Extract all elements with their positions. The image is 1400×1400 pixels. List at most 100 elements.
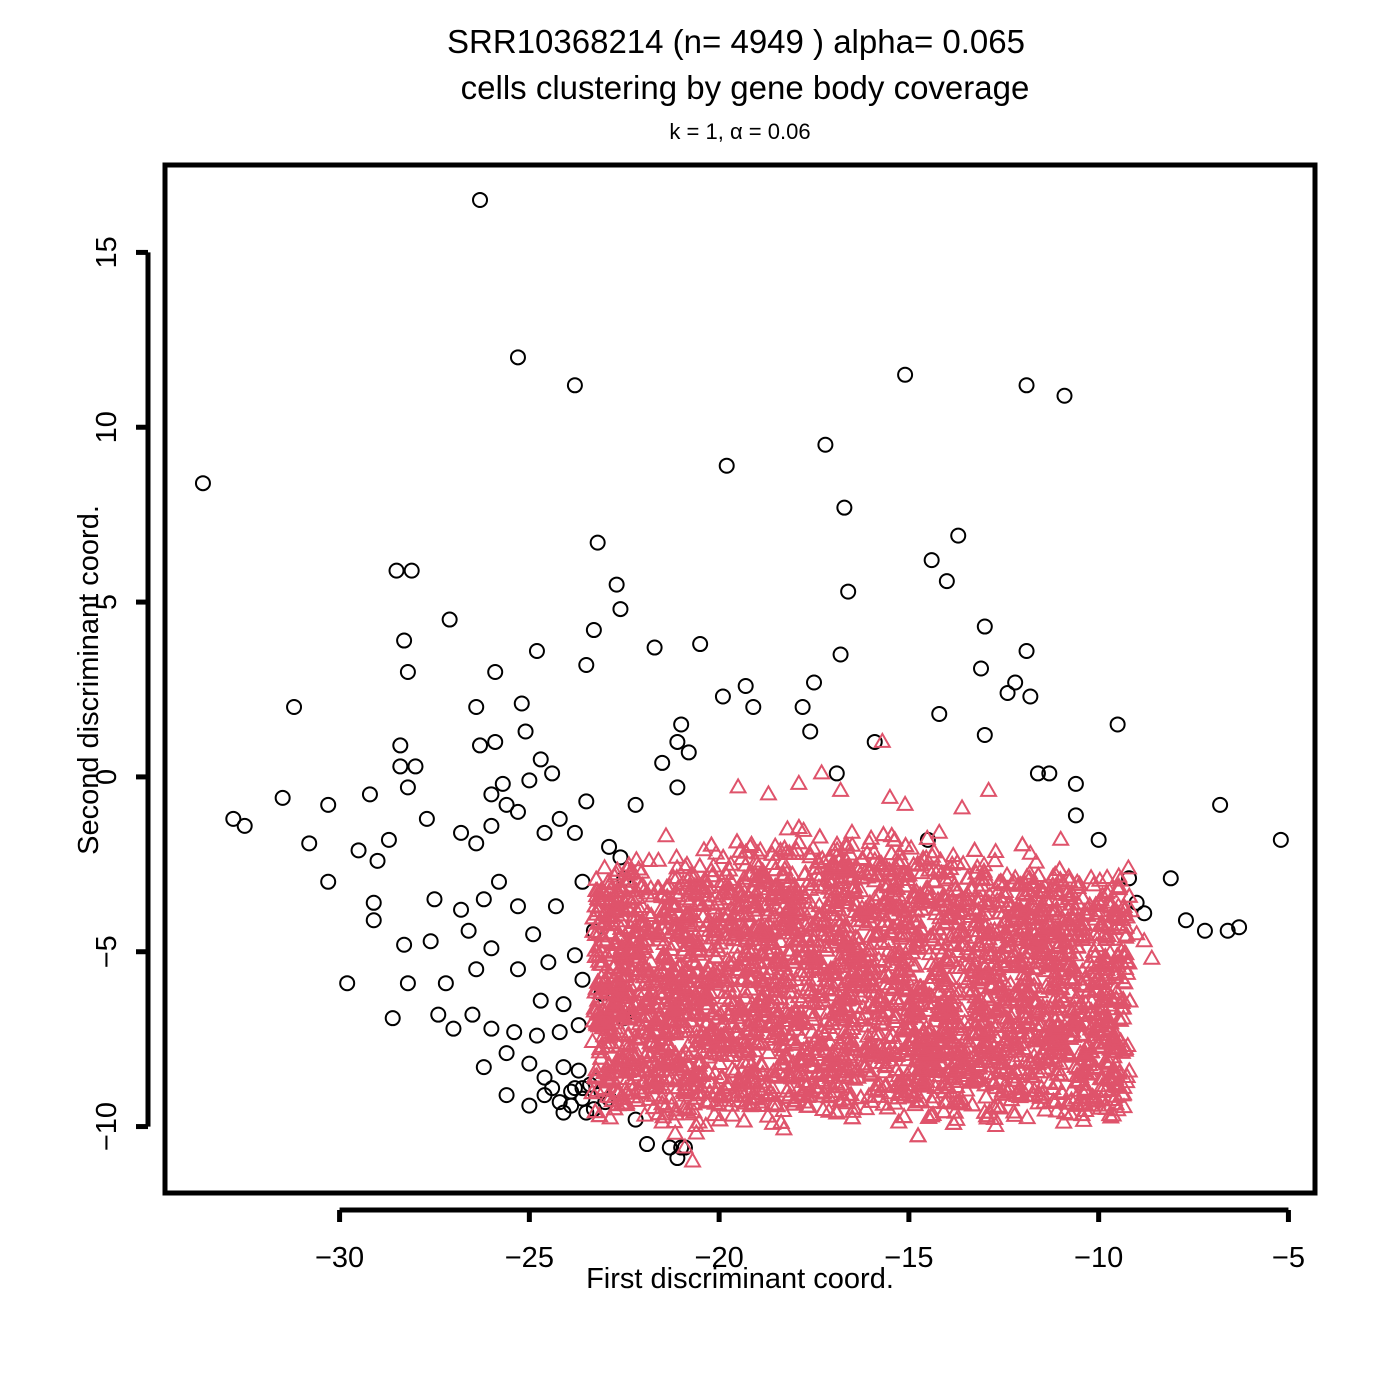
triangle-point: [1053, 944, 1072, 961]
triangle-point: [822, 1085, 841, 1102]
triangle-point: [844, 962, 864, 979]
triangle-point: [827, 1103, 846, 1120]
circle-point: [669, 779, 686, 796]
triangle-point: [1051, 870, 1070, 887]
triangle-point: [1108, 878, 1127, 895]
triangle-point: [679, 1099, 698, 1116]
triangle-point: [857, 843, 877, 860]
triangle-point: [603, 997, 623, 1014]
triangle-point: [908, 1126, 928, 1143]
triangle-point: [595, 962, 614, 979]
triangle-point: [815, 1023, 834, 1040]
triangle-point: [957, 1080, 976, 1097]
triangle-point: [912, 887, 931, 904]
triangle-point: [975, 967, 995, 984]
triangle-point: [834, 886, 854, 903]
triangle-point: [718, 904, 737, 921]
triangle-point: [740, 864, 759, 881]
circle-point: [521, 1055, 538, 1072]
triangle-point: [817, 940, 836, 957]
circle-point: [487, 664, 504, 681]
circle-point: [441, 611, 458, 628]
triangle-point: [713, 917, 733, 934]
triangle-point: [720, 860, 739, 877]
triangle-point: [764, 1062, 783, 1079]
triangle-point: [1085, 980, 1105, 997]
triangle-point: [945, 1032, 964, 1049]
triangle-point: [1046, 1092, 1065, 1109]
triangle-point: [778, 819, 797, 836]
triangle-point: [1119, 858, 1138, 875]
triangle-point: [695, 1028, 714, 1045]
triangle-point: [1081, 1001, 1101, 1018]
triangle-point: [1114, 896, 1134, 913]
triangle-point: [1097, 868, 1117, 884]
triangle-point: [1024, 976, 1044, 993]
triangle-point: [793, 1081, 812, 1098]
triangle-point: [925, 871, 945, 888]
triangle-point: [887, 1060, 906, 1077]
triangle-point: [1018, 1108, 1037, 1125]
triangle-point: [791, 961, 810, 978]
triangle-point: [743, 1068, 763, 1085]
triangle-point: [890, 941, 909, 958]
triangle-point: [666, 1044, 685, 1061]
circle-point: [236, 817, 253, 834]
chart-subtitle: cells clustering by gene body coverage: [461, 69, 1030, 106]
triangle-point: [599, 1054, 619, 1071]
triangle-point: [999, 895, 1018, 912]
triangle-point: [676, 1043, 696, 1060]
triangle-point: [660, 1088, 679, 1105]
triangle-point: [858, 1045, 877, 1062]
circle-point: [1067, 775, 1084, 792]
circle-point: [392, 737, 409, 754]
triangle-point: [727, 832, 747, 849]
triangle-point: [874, 825, 893, 842]
triangle-point: [630, 1061, 649, 1077]
circle-point: [1128, 894, 1145, 911]
triangle-point: [905, 1095, 925, 1112]
triangle-point: [630, 914, 649, 931]
triangle-point: [732, 1081, 752, 1098]
triangle-point: [878, 877, 897, 894]
triangle-point: [652, 982, 671, 999]
triangle-point: [783, 879, 803, 896]
triangle-point: [828, 997, 847, 1014]
triangle-point: [970, 1068, 989, 1085]
circle-point: [513, 695, 530, 712]
triangle-point: [771, 1054, 791, 1071]
triangle-point: [1038, 892, 1057, 909]
triangle-point: [883, 1026, 902, 1043]
triangle-point: [968, 857, 987, 874]
triangle-point: [1049, 992, 1068, 1009]
triangle-point: [756, 1000, 775, 1017]
circle-point: [483, 817, 500, 834]
triangle-point: [843, 971, 863, 988]
circle-point: [1022, 688, 1039, 705]
triangle-point: [662, 905, 682, 922]
triangle-point: [721, 955, 740, 972]
triangle-point: [608, 860, 627, 877]
triangle-point: [1100, 1013, 1119, 1030]
triangle-point: [1089, 1036, 1108, 1053]
circle-point: [585, 622, 602, 639]
triangle-point: [774, 864, 793, 881]
triangle-point: [1079, 981, 1098, 998]
triangle-point: [958, 1037, 978, 1054]
circle-point: [1121, 870, 1138, 887]
triangle-point: [830, 1091, 850, 1108]
triangle-point: [979, 780, 998, 797]
circle-point: [490, 873, 507, 890]
triangle-point: [782, 919, 802, 936]
triangle-point: [611, 1022, 630, 1039]
circle-point: [453, 901, 470, 918]
triangle-point: [607, 973, 626, 990]
triangle-point: [613, 1051, 632, 1068]
triangle-point: [1089, 1032, 1108, 1049]
triangle-point: [641, 878, 660, 895]
triangle-point: [827, 834, 847, 851]
triangle-point: [912, 899, 931, 916]
circle-point: [639, 1136, 656, 1153]
triangle-point: [686, 1088, 705, 1105]
circle-point: [832, 646, 849, 663]
